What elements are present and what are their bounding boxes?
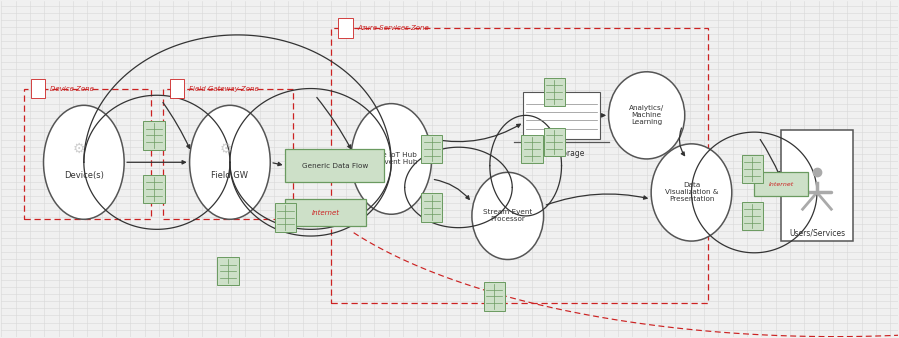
FancyBboxPatch shape [754,172,808,196]
FancyBboxPatch shape [338,19,352,38]
Text: Stream Event
Processor: Stream Event Processor [483,210,532,222]
Text: Device(s): Device(s) [64,171,103,180]
FancyBboxPatch shape [521,135,543,163]
Text: Analytics/
Machine
Learning: Analytics/ Machine Learning [629,105,664,125]
Text: Data
Visualization &
Presentation: Data Visualization & Presentation [664,183,718,202]
Ellipse shape [351,104,432,214]
FancyBboxPatch shape [544,78,565,106]
FancyBboxPatch shape [421,135,442,163]
FancyBboxPatch shape [544,128,565,156]
Text: Azure Services Zone: Azure Services Zone [357,25,429,31]
Ellipse shape [609,72,685,159]
Text: Internet: Internet [312,210,340,216]
FancyBboxPatch shape [421,193,442,222]
Text: Azure IoT Hub
and Event Hub: Azure IoT Hub and Event Hub [364,152,418,165]
FancyBboxPatch shape [31,79,45,98]
Text: Azure Storage: Azure Storage [530,149,584,158]
FancyBboxPatch shape [523,92,600,139]
Ellipse shape [190,105,271,219]
FancyBboxPatch shape [286,149,384,183]
Text: Internet: Internet [769,182,794,187]
Text: Field Gateway Zone: Field Gateway Zone [189,86,258,92]
Text: ⚙: ⚙ [219,142,232,156]
FancyBboxPatch shape [484,282,505,311]
Text: Device Zone: Device Zone [49,86,93,92]
FancyBboxPatch shape [781,130,853,241]
FancyBboxPatch shape [143,121,165,150]
FancyBboxPatch shape [143,175,165,203]
Text: Generic Data Flow: Generic Data Flow [302,163,368,169]
Text: ⚙: ⚙ [73,142,85,156]
Ellipse shape [651,144,732,241]
FancyBboxPatch shape [170,79,184,98]
FancyBboxPatch shape [275,203,297,232]
Text: Field GW: Field GW [211,171,248,180]
FancyBboxPatch shape [286,199,366,226]
FancyBboxPatch shape [742,155,763,183]
Text: Users/Services: Users/Services [789,228,845,237]
Ellipse shape [472,172,544,260]
Ellipse shape [43,105,124,219]
FancyBboxPatch shape [742,202,763,230]
FancyBboxPatch shape [218,257,239,286]
